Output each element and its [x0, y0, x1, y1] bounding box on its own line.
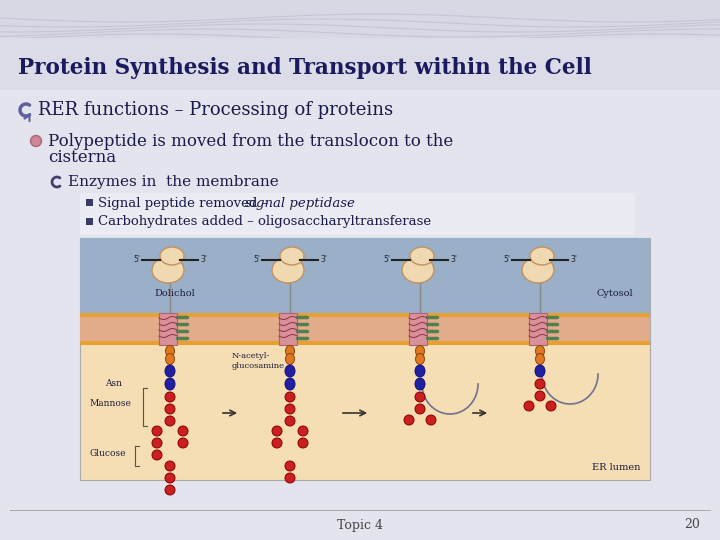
Ellipse shape	[165, 365, 175, 377]
Bar	[159, 313, 177, 345]
Ellipse shape	[166, 346, 174, 356]
Text: 3': 3'	[320, 255, 327, 265]
Ellipse shape	[165, 378, 175, 390]
Bar	[409, 313, 427, 345]
Bar	[529, 313, 547, 345]
Ellipse shape	[280, 247, 304, 265]
Ellipse shape	[272, 438, 282, 448]
Text: 3': 3'	[570, 255, 577, 265]
Ellipse shape	[415, 365, 425, 377]
Text: RER functions – Processing of proteins: RER functions – Processing of proteins	[38, 101, 393, 119]
Text: ER lumen: ER lumen	[592, 463, 640, 472]
Ellipse shape	[152, 426, 162, 436]
Ellipse shape	[415, 378, 425, 390]
Text: 3': 3'	[200, 255, 207, 265]
Ellipse shape	[298, 426, 308, 436]
Ellipse shape	[285, 365, 295, 377]
Ellipse shape	[285, 416, 295, 426]
Text: 5': 5'	[133, 255, 140, 265]
Ellipse shape	[535, 379, 545, 389]
Text: Polypeptide is moved from the translocon to the: Polypeptide is moved from the translocon…	[48, 132, 454, 150]
Ellipse shape	[535, 365, 545, 377]
Bar	[86, 218, 93, 225]
Text: Cytosol: Cytosol	[597, 288, 634, 298]
Text: 20: 20	[684, 518, 700, 531]
Ellipse shape	[285, 404, 295, 414]
Bar	[80, 193, 635, 235]
Text: 5': 5'	[253, 255, 260, 265]
Bar	[279, 313, 297, 345]
Ellipse shape	[165, 473, 175, 483]
Ellipse shape	[160, 247, 184, 265]
Text: Dolichol: Dolichol	[155, 288, 195, 298]
Ellipse shape	[298, 438, 308, 448]
Text: cisterna: cisterna	[48, 150, 116, 166]
Text: Mannose: Mannose	[90, 399, 132, 408]
Ellipse shape	[524, 401, 534, 411]
Ellipse shape	[426, 415, 436, 425]
Ellipse shape	[522, 257, 554, 283]
Text: signal peptidase: signal peptidase	[245, 197, 355, 210]
Ellipse shape	[285, 461, 295, 471]
Ellipse shape	[415, 354, 425, 364]
Ellipse shape	[415, 392, 425, 402]
Bar	[80, 238, 650, 313]
Ellipse shape	[535, 391, 545, 401]
Ellipse shape	[165, 461, 175, 471]
Ellipse shape	[165, 392, 175, 402]
Ellipse shape	[165, 416, 175, 426]
Text: Protein Synthesis and Transport within the Cell: Protein Synthesis and Transport within t…	[18, 57, 592, 79]
Ellipse shape	[272, 426, 282, 436]
Ellipse shape	[286, 346, 294, 356]
Text: Signal peptide removed –: Signal peptide removed –	[98, 197, 272, 210]
Ellipse shape	[165, 485, 175, 495]
Bar	[0, 38, 720, 90]
Ellipse shape	[536, 346, 544, 356]
Ellipse shape	[285, 378, 295, 390]
Ellipse shape	[152, 257, 184, 283]
Ellipse shape	[286, 354, 294, 364]
Text: 3': 3'	[450, 255, 457, 265]
Text: Carbohydrates added – oligosaccharyltransferase: Carbohydrates added – oligosaccharyltran…	[98, 215, 431, 228]
Ellipse shape	[285, 473, 295, 483]
Ellipse shape	[166, 354, 174, 364]
Ellipse shape	[152, 450, 162, 460]
Text: Topic 4: Topic 4	[337, 518, 383, 531]
Bar	[86, 199, 93, 206]
Text: N-acetyl-
glucosamine: N-acetyl- glucosamine	[232, 352, 285, 370]
Ellipse shape	[404, 415, 414, 425]
Ellipse shape	[536, 354, 544, 364]
Bar	[80, 313, 650, 345]
Ellipse shape	[30, 136, 42, 146]
Ellipse shape	[178, 426, 188, 436]
Text: 5': 5'	[503, 255, 510, 265]
Bar	[80, 238, 650, 480]
Ellipse shape	[415, 404, 425, 414]
Ellipse shape	[285, 392, 295, 402]
Bar	[80, 317, 650, 341]
Text: Asn: Asn	[105, 379, 122, 388]
Ellipse shape	[152, 438, 162, 448]
Text: Enzymes in  the membrane: Enzymes in the membrane	[68, 175, 279, 189]
Ellipse shape	[402, 257, 434, 283]
Ellipse shape	[272, 257, 304, 283]
Ellipse shape	[410, 247, 434, 265]
Ellipse shape	[530, 247, 554, 265]
Ellipse shape	[165, 404, 175, 414]
Ellipse shape	[178, 438, 188, 448]
Ellipse shape	[546, 401, 556, 411]
Text: Glucose: Glucose	[90, 449, 127, 457]
Text: 5': 5'	[383, 255, 390, 265]
Ellipse shape	[415, 346, 425, 356]
